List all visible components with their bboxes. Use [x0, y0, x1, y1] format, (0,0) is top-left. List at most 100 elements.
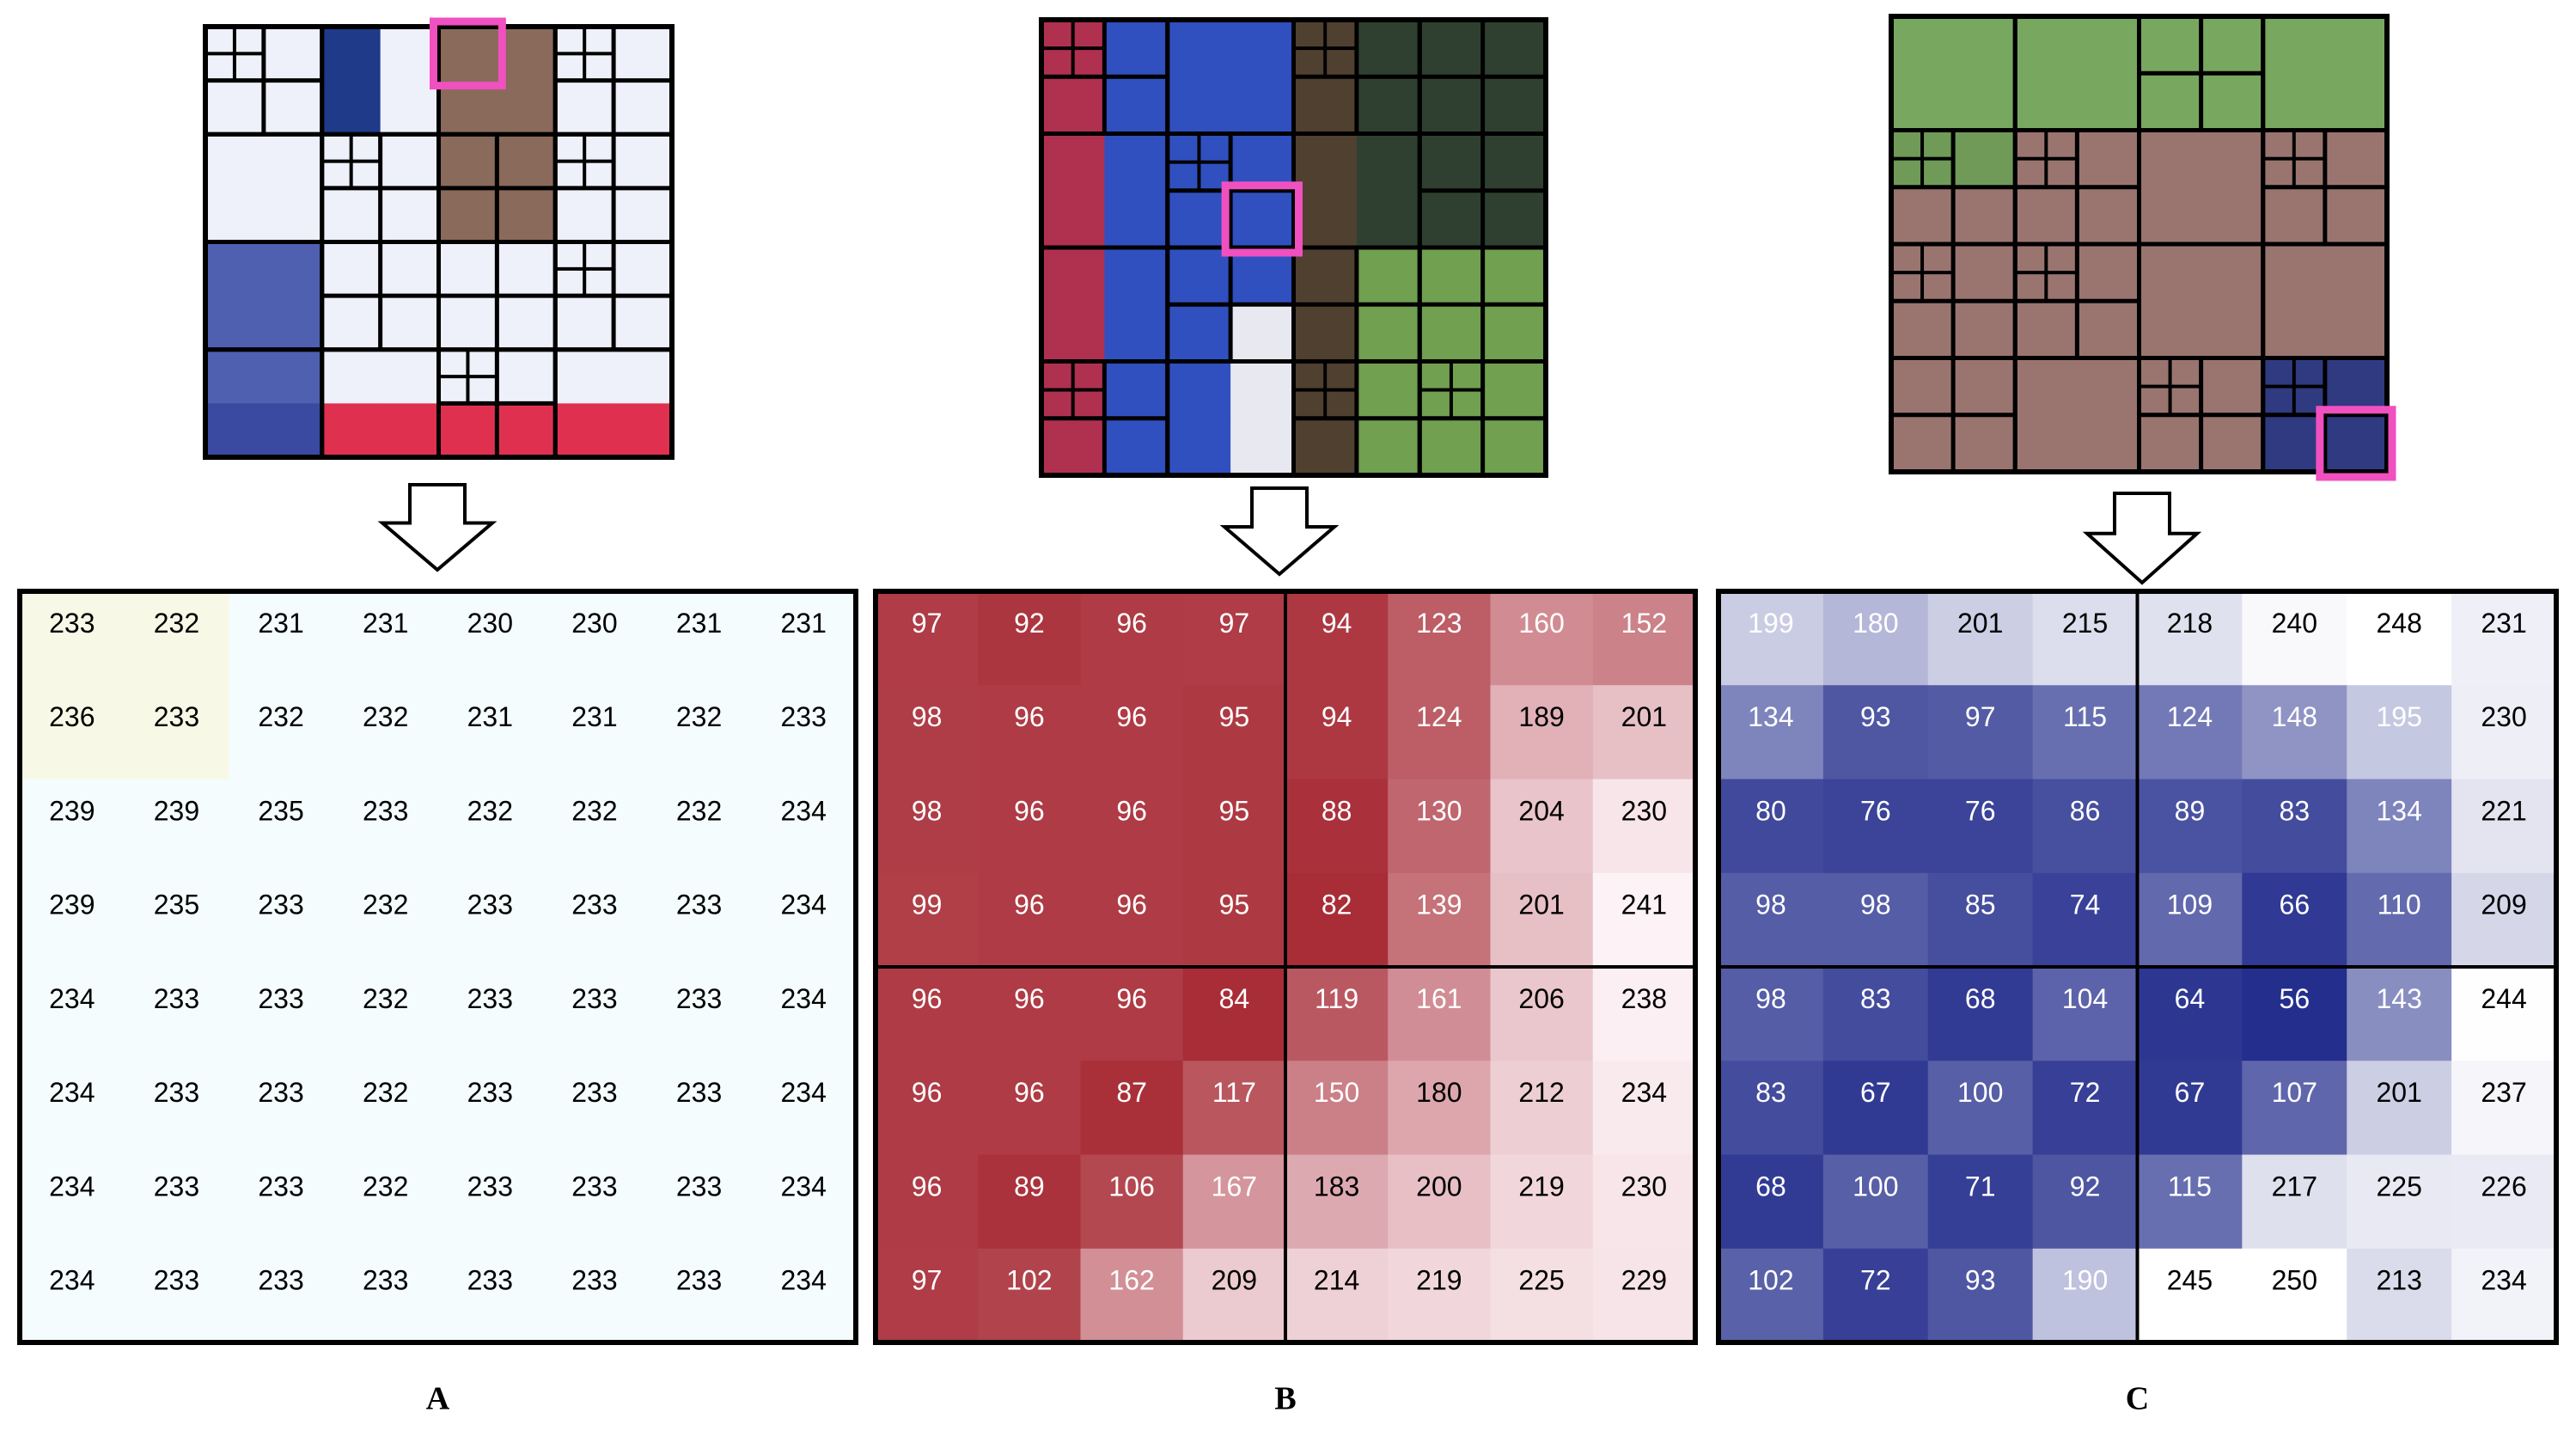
- cell-value: 115: [2063, 701, 2107, 732]
- matrix-cell: [646, 685, 752, 780]
- image-block: [1482, 361, 1547, 419]
- image-block: [2015, 187, 2078, 245]
- image-block: [2077, 187, 2140, 245]
- image-border: [203, 24, 675, 460]
- image-block: [2139, 130, 2202, 188]
- image-block: [1167, 304, 1231, 362]
- cell-value: 104: [2062, 983, 2108, 1014]
- image-block: [2077, 16, 2140, 74]
- image-block: [1104, 190, 1169, 248]
- cell-value: 100: [1957, 1077, 2003, 1108]
- cell-value: 96: [1014, 890, 1045, 920]
- image-block: [380, 403, 439, 458]
- matrix-cell: [437, 872, 543, 968]
- image-block: [321, 242, 382, 297]
- image-block: [1293, 133, 1358, 192]
- cell-value: 150: [1314, 1077, 1359, 1108]
- matrix-cell: [751, 1248, 857, 1343]
- cell-value: 83: [1755, 1077, 1786, 1108]
- matrix-cell: [1388, 779, 1491, 874]
- cell-value: 84: [1219, 983, 1250, 1014]
- cell-value: 95: [1219, 890, 1250, 920]
- image-block: [1041, 304, 1105, 362]
- matrix-cell: [876, 1061, 979, 1155]
- cell-value: 234: [780, 983, 826, 1014]
- matrix-cell: [1080, 967, 1184, 1061]
- cell-value: 110: [2378, 890, 2421, 920]
- image-block: [1104, 133, 1169, 192]
- matrix-cell: [1927, 779, 2034, 874]
- cell-value: 230: [467, 608, 513, 639]
- matrix-cell: [1182, 591, 1286, 686]
- matrix-cell: [978, 1248, 1081, 1343]
- cell-value: 234: [49, 983, 95, 1014]
- cell-value: 233: [154, 1077, 199, 1108]
- image-block: [1953, 187, 2016, 245]
- image-block: [2201, 187, 2264, 245]
- matrix-cell: [437, 1248, 543, 1343]
- cell-value: 234: [780, 890, 826, 920]
- cell-value: 231: [363, 608, 408, 639]
- cell-value: 229: [1621, 1265, 1667, 1296]
- cell-value: 82: [1322, 890, 1352, 920]
- matrix-cell: [2451, 1154, 2557, 1250]
- cell-value: 206: [1518, 983, 1564, 1014]
- cell-value: 232: [676, 701, 722, 732]
- matrix-cell: [1080, 1154, 1184, 1250]
- image-block: [2324, 73, 2388, 131]
- matrix-cell: [646, 591, 752, 686]
- cell-value: 240: [2272, 608, 2317, 639]
- matrix-cell: [20, 779, 125, 874]
- matrix-cell: [437, 779, 543, 874]
- cell-value: 248: [2376, 608, 2421, 639]
- image-block: [1419, 76, 1484, 134]
- image-block: [1356, 248, 1420, 305]
- cell-value: 234: [49, 1077, 95, 1108]
- image-block: [2139, 301, 2202, 358]
- image-block: [2139, 187, 2202, 245]
- cell-value: 234: [780, 795, 826, 826]
- image-block: [1356, 304, 1420, 362]
- matrix-cell: [333, 1154, 438, 1250]
- matrix-cell: [2451, 779, 2557, 874]
- cell-value: 199: [1748, 608, 1793, 639]
- matrix-cell: [876, 685, 979, 780]
- matrix-cell: [20, 967, 125, 1061]
- matrix-cell: [1718, 779, 1824, 874]
- matrix-cell: [646, 1061, 752, 1155]
- cell-value: 93: [1965, 1265, 1996, 1296]
- image-block: [2324, 301, 2388, 358]
- matrix-cell: [333, 591, 438, 686]
- cell-value: 96: [1116, 701, 1147, 732]
- image-block: [1482, 133, 1547, 192]
- matrix-cell: [229, 685, 334, 780]
- matrix-cell: [542, 872, 648, 968]
- cell-value: 88: [1322, 795, 1352, 826]
- matrix-cell: [2032, 685, 2138, 780]
- cell-value: 201: [1621, 701, 1667, 732]
- cell-value: 143: [2376, 983, 2421, 1014]
- cell-value: 233: [154, 701, 199, 732]
- cell-value: 233: [571, 890, 617, 920]
- matrix-cell: [876, 1248, 979, 1343]
- cell-value: 72: [2070, 1077, 2101, 1108]
- cell-value: 98: [912, 701, 943, 732]
- image-block: [1953, 130, 2016, 188]
- cell-value: 233: [571, 983, 617, 1014]
- matrix-cell: [1490, 1154, 1594, 1250]
- cell-value: 96: [912, 983, 943, 1014]
- matrix-cell: [646, 967, 752, 1061]
- image-block: [1356, 76, 1420, 134]
- cell-value: 233: [363, 1265, 408, 1296]
- cell-value: 167: [1212, 1171, 1257, 1202]
- matrix-cell: [124, 591, 229, 686]
- selected-block: [1221, 181, 1303, 257]
- matrix-cell: [2137, 591, 2243, 686]
- image-block: [438, 403, 497, 458]
- matrix-cell: [1718, 967, 1824, 1061]
- cell-value: 234: [780, 1265, 826, 1296]
- cell-value: 214: [1314, 1265, 1359, 1296]
- matrix-border: [1716, 589, 2559, 1345]
- cell-value: 230: [571, 608, 617, 639]
- matrix-cell: [2451, 1248, 2557, 1343]
